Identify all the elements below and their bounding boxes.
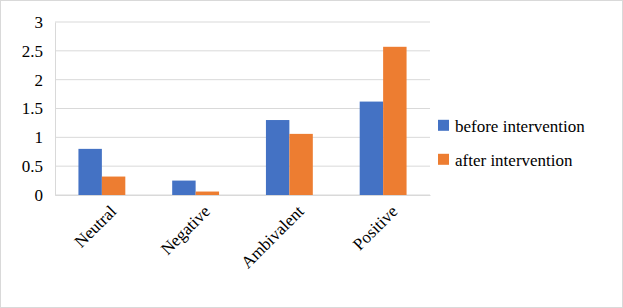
plot: 0 0.5 1 1.5 2 2.5 3 Neutral Negative Ambivalent Po… <box>22 13 431 272</box>
chart-frame <box>1 1 623 308</box>
bar <box>172 181 195 195</box>
y-axis-line <box>55 23 56 196</box>
y-tick: 1 <box>35 128 56 147</box>
x-tick: Positive <box>349 195 401 254</box>
x-tick-label: Positive <box>349 202 401 254</box>
y-tick-label: 1.5 <box>22 99 43 118</box>
legend: before intervention after intervention <box>438 117 585 170</box>
bar <box>266 120 289 195</box>
x-axis: Neutral Negative Ambivalent Positive <box>56 195 431 272</box>
legend-swatch <box>438 120 449 131</box>
legend-item: before intervention <box>438 117 585 136</box>
y-tick-label: 0.5 <box>22 157 43 176</box>
bar <box>196 192 219 195</box>
chart: 0 0.5 1 1.5 2 2.5 3 Neutral Negative Ambivalent Po… <box>0 0 623 308</box>
x-tick-label: Negative <box>157 202 214 259</box>
legend-item: after intervention <box>438 151 573 170</box>
x-tick: Negative <box>157 195 214 259</box>
x-axis-line <box>56 195 431 196</box>
bar <box>289 134 312 195</box>
y-tick: 2 <box>35 71 56 90</box>
grid-line <box>55 50 430 51</box>
y-tick-label: 2.5 <box>22 42 43 61</box>
y-axis: 0 0.5 1 1.5 2 2.5 3 <box>22 13 56 205</box>
y-tick: 0 <box>35 186 56 205</box>
y-tick-label: 2 <box>35 71 44 90</box>
legend-label: before intervention <box>455 117 585 136</box>
bar <box>78 149 101 195</box>
x-tick-label: Ambivalent <box>237 202 307 272</box>
x-tick: Ambivalent <box>237 195 307 272</box>
legend-swatch <box>438 154 449 165</box>
bar <box>102 177 125 195</box>
y-tick: 2.5 <box>22 42 55 61</box>
y-tick-label: 1 <box>35 128 44 147</box>
y-tick-label: 3 <box>35 13 44 32</box>
legend-label: after intervention <box>455 151 573 170</box>
y-tick-label: 0 <box>35 186 44 205</box>
grid-line <box>55 79 430 80</box>
y-tick: 0.5 <box>22 157 55 176</box>
x-tick-label: Neutral <box>71 202 121 252</box>
grid <box>55 22 430 195</box>
bars <box>78 47 406 195</box>
y-tick: 1.5 <box>22 99 55 118</box>
grid-line <box>55 22 430 23</box>
x-tick: Neutral <box>71 195 121 251</box>
bar <box>360 102 383 195</box>
y-tick: 3 <box>35 13 56 32</box>
bar <box>383 47 406 195</box>
